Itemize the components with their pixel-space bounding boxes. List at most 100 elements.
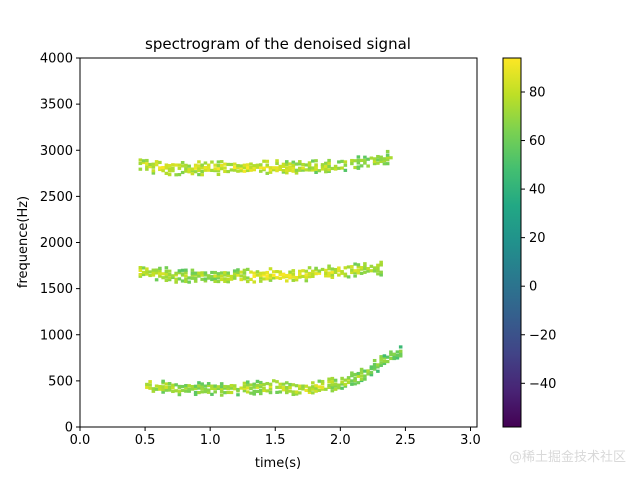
spectrogram-cell bbox=[301, 387, 305, 391]
spectrogram-cell bbox=[343, 168, 348, 172]
spectrogram-cell bbox=[268, 278, 273, 282]
spectrogram-cell bbox=[226, 273, 230, 277]
spectrogram-cell bbox=[327, 383, 331, 387]
spectrogram-cell bbox=[216, 167, 221, 171]
spectrogram-cell bbox=[164, 385, 169, 390]
spectrogram-cell bbox=[187, 167, 191, 171]
spectrogram-cell bbox=[268, 276, 273, 280]
spectrogram-cell bbox=[252, 164, 257, 168]
spectrogram-cell bbox=[167, 278, 172, 282]
spectrogram-cell bbox=[392, 352, 396, 356]
spectrogram-cell bbox=[298, 275, 302, 279]
spectrogram-cell bbox=[219, 386, 224, 391]
spectrogram-cell bbox=[245, 168, 250, 173]
spectrogram-cell bbox=[216, 276, 221, 280]
spectrogram-cell bbox=[372, 159, 377, 164]
spectrogram-cell bbox=[180, 388, 185, 393]
spectrogram-cell bbox=[249, 277, 253, 282]
spectrogram-cell bbox=[343, 382, 348, 387]
spectrogram-cell bbox=[301, 384, 305, 388]
spectrogram-cell bbox=[343, 160, 348, 164]
y-tick-label: 2500 bbox=[40, 190, 73, 205]
spectrogram-cell bbox=[281, 162, 286, 166]
spectrogram-cell bbox=[245, 383, 250, 387]
spectrogram-cell bbox=[350, 162, 354, 166]
plot-frame bbox=[79, 57, 478, 428]
spectrogram-cell bbox=[239, 270, 243, 274]
spectrogram-cell bbox=[239, 169, 243, 173]
spectrogram-cell bbox=[389, 356, 393, 361]
spectrogram-cell bbox=[327, 380, 331, 384]
spectrogram-cell bbox=[340, 376, 344, 380]
spectrogram-cell bbox=[164, 163, 169, 167]
spectrogram-cell bbox=[372, 157, 377, 161]
spectrogram-cell bbox=[148, 165, 152, 169]
spectrogram-cell bbox=[268, 166, 273, 170]
spectrogram-cell bbox=[395, 353, 400, 358]
spectrogram-cell bbox=[298, 386, 302, 391]
spectrogram-cell bbox=[278, 390, 283, 394]
spectrogram-cell bbox=[379, 273, 383, 277]
spectrogram-cell bbox=[210, 160, 214, 164]
spectrogram-cell bbox=[379, 361, 383, 365]
y-tick-label: 2000 bbox=[40, 236, 73, 251]
colorbar-tick-label: 0 bbox=[529, 280, 537, 295]
spectrogram-cell bbox=[223, 166, 227, 170]
spectrogram-cell bbox=[242, 169, 247, 173]
spectrogram-cell bbox=[301, 269, 305, 273]
spectrogram-cell bbox=[184, 268, 188, 272]
spectrogram-cell bbox=[340, 159, 344, 163]
spectrogram-cell bbox=[206, 274, 211, 278]
spectrogram-cell bbox=[148, 386, 152, 390]
spectrogram-cell bbox=[148, 270, 152, 274]
spectrogram-cell bbox=[145, 385, 149, 389]
spectrogram-cell bbox=[363, 265, 367, 269]
spectrogram-cell bbox=[197, 274, 201, 278]
spectrogram-cell bbox=[158, 269, 162, 273]
spectrogram-cell bbox=[311, 272, 315, 276]
spectrogram-cell bbox=[311, 168, 315, 172]
spectrogram-cell bbox=[320, 379, 325, 384]
spectrogram-cell bbox=[236, 166, 240, 170]
spectrogram-cell bbox=[372, 363, 377, 367]
spectrogram-cell bbox=[314, 272, 318, 276]
spectrogram-cell bbox=[236, 273, 240, 277]
spectrogram-cell bbox=[167, 164, 172, 168]
spectrogram-cell bbox=[265, 381, 270, 386]
spectrogram-cell bbox=[187, 387, 191, 391]
spectrogram-cell bbox=[271, 166, 276, 170]
spectrogram-cell bbox=[223, 279, 227, 283]
spectrogram-cell bbox=[258, 279, 263, 283]
spectrogram-cell bbox=[255, 165, 260, 169]
spectrogram-cell bbox=[219, 163, 224, 168]
spectrogram-cell bbox=[385, 155, 390, 159]
x-tick-label: 1.0 bbox=[200, 433, 221, 448]
spectrogram-cell bbox=[219, 271, 224, 275]
spectrogram-cell bbox=[285, 388, 289, 392]
spectrogram-cell bbox=[395, 356, 400, 360]
spectrogram-cell bbox=[151, 271, 156, 275]
spectrogram-cell bbox=[311, 387, 315, 391]
spectrogram-cell bbox=[327, 264, 331, 268]
spectrogram-cell bbox=[141, 266, 146, 270]
spectrogram-cell bbox=[304, 269, 309, 273]
spectrogram-cell bbox=[275, 161, 279, 165]
spectrogram-cell bbox=[320, 163, 325, 167]
spectrogram-cell bbox=[346, 380, 351, 385]
spectrogram-cell bbox=[161, 379, 165, 383]
spectrogram-cell bbox=[197, 384, 201, 388]
spectrogram-cell bbox=[317, 385, 322, 389]
spectrogram-cell bbox=[307, 390, 312, 394]
spectrogram-cell bbox=[245, 276, 250, 280]
spectrogram-cell bbox=[180, 279, 185, 283]
spectrogram-cell bbox=[148, 380, 152, 384]
spectrogram-cell bbox=[193, 392, 198, 397]
spectrogram-cell bbox=[327, 158, 331, 163]
spectrogram-cell bbox=[242, 275, 247, 279]
spectrogram-cell bbox=[366, 369, 370, 373]
spectrogram-cell bbox=[268, 170, 273, 174]
spectrogram-cell bbox=[180, 170, 185, 175]
spectrogram-cell bbox=[203, 161, 208, 165]
spectrogram-cell bbox=[197, 164, 201, 168]
spectrogram-cell bbox=[206, 163, 211, 167]
